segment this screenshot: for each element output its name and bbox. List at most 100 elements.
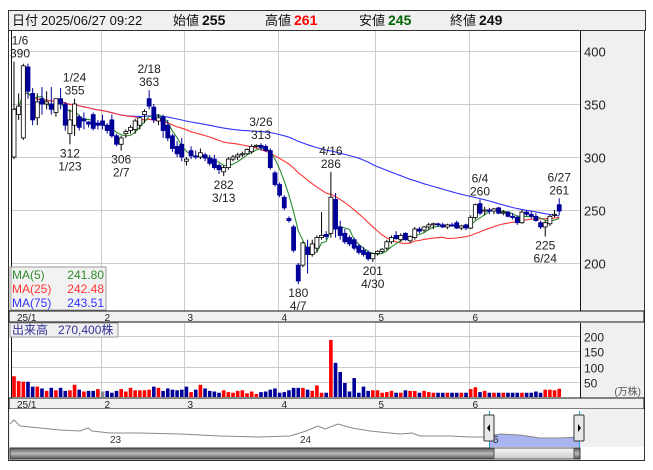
- volume-bar: [543, 389, 548, 397]
- date-tick-label: 4: [282, 313, 288, 324]
- candle-body: [207, 157, 213, 164]
- navigator-scroll-thumb[interactable]: [493, 447, 575, 460]
- candle-body: [179, 143, 185, 158]
- candle-body: [533, 215, 539, 222]
- volume-bar: [366, 390, 370, 397]
- volume-value: 270,400株: [58, 322, 113, 337]
- candle-body: [109, 119, 115, 137]
- volume-bar: [454, 392, 459, 397]
- volume-bar: [189, 392, 193, 397]
- volume-bar: [86, 390, 91, 397]
- candle-body: [216, 165, 222, 171]
- volume-bar: [21, 381, 26, 397]
- navigator[interactable]: 23 24 5: [9, 409, 644, 458]
- candle-body: [347, 237, 352, 245]
- candle-body: [58, 98, 63, 105]
- candle-body: [221, 167, 227, 173]
- low-annotation-date: 2/7: [113, 166, 130, 180]
- candle-body: [486, 209, 492, 212]
- volume-bar: [165, 388, 170, 397]
- ma5-value: 241.80: [67, 268, 104, 282]
- volume-bar: [203, 388, 207, 397]
- volume-bar: [91, 390, 96, 397]
- candle-body: [156, 117, 161, 122]
- candle-body: [375, 250, 380, 254]
- volume-bar: [68, 390, 72, 397]
- volume-bar: [291, 387, 296, 397]
- volume-bar: [152, 386, 156, 397]
- high-annotation-value: 363: [139, 75, 159, 89]
- volume-bar: [324, 392, 329, 397]
- volume-bar: [478, 392, 482, 397]
- volume-bar: [40, 388, 44, 397]
- volume-bar: [133, 390, 137, 397]
- navigator-left-handle[interactable]: [483, 414, 495, 442]
- ma75-value: 243.51: [67, 296, 104, 310]
- volume-bar: [375, 390, 380, 397]
- volume-bar: [464, 392, 468, 397]
- candle-body: [407, 236, 413, 242]
- candle-body: [393, 235, 399, 240]
- price-axis-panel: [580, 31, 644, 311]
- candle-body: [225, 158, 231, 168]
- volume-bar: [119, 389, 123, 397]
- candle-body: [263, 145, 269, 152]
- candle-body: [505, 211, 511, 217]
- triangle-right-icon: [578, 424, 581, 432]
- volume-bar: [77, 389, 82, 397]
- candle-body: [39, 98, 45, 105]
- volume-bars: [12, 339, 562, 397]
- candle-body: [365, 251, 371, 260]
- volume-bar: [124, 391, 128, 397]
- candle-body: [496, 207, 502, 214]
- volume-bar: [254, 393, 259, 397]
- high-annotation-date: 1/24: [63, 71, 87, 85]
- candle-body: [202, 154, 208, 159]
- candle-body: [333, 198, 338, 230]
- candle-body: [528, 213, 534, 217]
- candle-body: [552, 213, 557, 216]
- candle-body: [170, 135, 175, 149]
- high-annotation-value: 286: [321, 157, 341, 171]
- volume-bar: [212, 391, 217, 397]
- volume-bar: [170, 389, 175, 397]
- volume-bar: [273, 388, 277, 397]
- volume-bar: [72, 384, 77, 397]
- navigator-right-handle[interactable]: [573, 414, 585, 442]
- candle-body: [342, 232, 348, 243]
- datetime-value: 2025/06/27 09:22: [41, 13, 143, 28]
- volume-bar: [301, 387, 305, 397]
- candle-body: [524, 211, 529, 215]
- candle-body: [449, 224, 455, 227]
- close-label: 終値: [450, 13, 477, 28]
- high-annotation-value: 260: [470, 184, 490, 198]
- volume-bar: [385, 392, 389, 397]
- volume-bar: [487, 392, 492, 397]
- candle-body: [361, 249, 366, 255]
- candle-body: [165, 124, 171, 139]
- volume-bar: [161, 390, 165, 397]
- candle-body: [123, 131, 129, 135]
- volume-bar: [296, 387, 301, 397]
- candle-body: [20, 65, 26, 139]
- high-value: 261: [294, 12, 318, 28]
- volume-bar: [408, 390, 412, 397]
- candle-body: [547, 215, 553, 225]
- candle-body: [458, 225, 464, 229]
- candle-body: [430, 223, 436, 226]
- candle-body: [244, 149, 250, 155]
- volume-bar: [49, 387, 54, 397]
- candle-body: [463, 224, 469, 229]
- low-annotation-date: 3/13: [212, 191, 236, 205]
- volume-date-tick-label: 25/1: [17, 400, 37, 411]
- navigator-selected-area: [490, 434, 579, 447]
- candle-body: [556, 204, 562, 212]
- navigator-scrollbar[interactable]: [9, 447, 581, 460]
- date-tick-label: 6: [473, 313, 479, 324]
- volume-tick-label: 200: [584, 331, 604, 345]
- volume-bar: [44, 390, 49, 397]
- low-annotation-value: 306: [111, 153, 131, 167]
- candle-body: [239, 153, 245, 156]
